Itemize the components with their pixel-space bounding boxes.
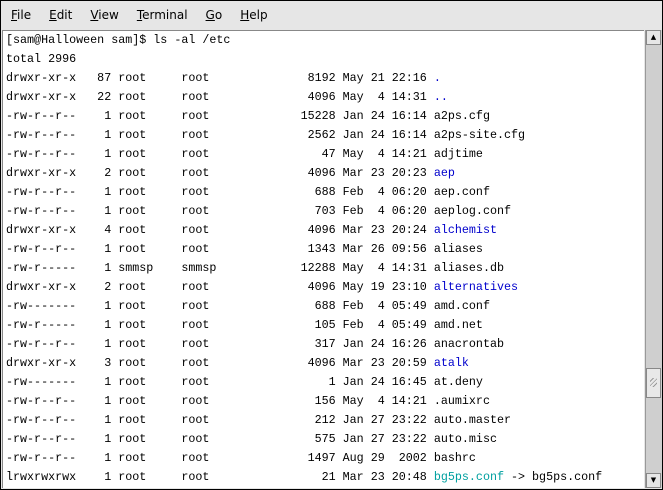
menu-mnemonic: E [49,8,57,22]
menu-mnemonic: F [11,8,18,22]
entry-details: -rw-r--r-- 1 root root 47 May 4 14:21 [6,147,434,161]
menu-view[interactable]: View [80,8,126,22]
entry-details: -rw-r--r-- 1 root root 703 Feb 4 06:20 [6,204,434,218]
entry-details: -rw-r--r-- 1 root root 317 Jan 24 16:26 [6,337,434,351]
file-entry-row: drwxr-xr-x 2 root root 4096 May 19 23:10… [6,278,644,297]
entry-details: -rw-r--r-- 1 root root 2562 Jan 24 16:14 [6,128,434,142]
entry-name: .. [433,90,448,104]
entry-details: -rw-r----- 1 smmsp smmsp 12288 May 4 14:… [6,261,434,275]
entry-details: -rw------- 1 root root 688 Feb 4 05:49 [6,299,434,313]
menu-label: elp [249,8,268,22]
entry-name: atalk [433,356,469,370]
entry-name: a2ps-site.cfg [433,128,526,142]
entry-name: auto.master [433,413,511,427]
entry-name: amd.net [433,318,483,332]
entry-name: aeplog.conf [433,204,511,218]
scroll-up-arrow-icon[interactable]: ▲ [646,30,661,45]
menu-mnemonic: H [240,8,250,22]
file-entry-row: -rw-r--r-- 1 root root 688 Feb 4 06:20 a… [6,183,644,202]
total-line: total 2996 [6,52,77,66]
entry-name: bg5ps.conf [433,470,504,484]
entry-details: drwxr-xr-x 3 root root 4096 Mar 23 20:59 [6,356,434,370]
entry-name: bashrc [433,451,476,465]
file-entry-row: drwxr-xr-x 22 root root 4096 May 4 14:31… [6,88,644,107]
menu-label: o [214,8,223,22]
file-entry-row: -rw-r--r-- 1 root root 1343 Mar 26 09:56… [6,240,644,259]
file-entry-row: -rw-r--r-- 1 root root 575 Jan 27 23:22 … [6,430,644,449]
entry-details: -rw-r--r-- 1 root root 212 Jan 27 23:22 [6,413,434,427]
menu-mnemonic: V [90,8,99,22]
menu-terminal[interactable]: Terminal [127,8,196,22]
entry-name: aep.conf [433,185,490,199]
prompt-line: [sam@Halloween sam]$ ls -al /etc [6,33,231,47]
menu-label: ile [17,8,32,22]
entry-name: amd.conf [433,299,490,313]
file-entry-row: -rw-r--r-- 1 root root 15228 Jan 24 16:1… [6,107,644,126]
entry-details: drwxr-xr-x 2 root root 4096 May 19 23:10 [6,280,434,294]
menu-help[interactable]: Help [230,8,275,22]
file-entry-row: -rw------- 1 root root 1 Jan 24 16:45 at… [6,373,644,392]
entry-details: -rw-r--r-- 1 root root 1343 Mar 26 09:56 [6,242,434,256]
file-entry-row: -rw------- 1 root root 688 Feb 4 05:49 a… [6,297,644,316]
scrollbar-thumb[interactable] [646,368,661,398]
entry-name: aliases.db [433,261,504,275]
file-entry-row: drwxr-xr-x 4 root root 4096 Mar 23 20:24… [6,221,644,240]
entry-name: . [433,71,441,85]
entry-details: -rw-r--r-- 1 root root 575 Jan 27 23:22 [6,432,434,446]
menu-file[interactable]: File [1,8,39,22]
entry-details: -rw------- 1 root root 1 Jan 24 16:45 [6,375,434,389]
entry-details: drwxr-xr-x 22 root root 4096 May 4 14:31 [6,90,434,104]
menu-label: iew [98,8,119,22]
entry-details: drwxr-xr-x 87 root root 8192 May 21 22:1… [6,71,434,85]
entry-details: -rw-r--r-- 1 root root 15228 Jan 24 16:1… [6,109,434,123]
entry-details: -rw-r----- 1 root root 105 Feb 4 05:49 [6,318,434,332]
entry-name: aliases [433,242,483,256]
file-entry-row: -rw-r----- 1 smmsp smmsp 12288 May 4 14:… [6,259,644,278]
menu-bar: File Edit View Terminal Go Help [1,1,662,29]
entry-name: alternatives [433,280,519,294]
menu-label: dit [56,8,73,22]
entry-name: at.deny [433,375,483,389]
entry-details: -rw-r--r-- 1 root root 156 May 4 14:21 [6,394,434,408]
file-entry-row: -rw-r----- 1 root root 105 Feb 4 05:49 a… [6,316,644,335]
entry-name: aep [433,166,455,180]
entry-name: .aumixrc [433,394,490,408]
menu-edit[interactable]: Edit [39,8,80,22]
file-entry-row: drwxr-xr-x 3 root root 4096 Mar 23 20:59… [6,354,644,373]
file-entry-row: -rw-r--r-- 1 root root 317 Jan 24 16:26 … [6,335,644,354]
entry-details: -rw-r--r-- 1 root root 1497 Aug 29 2002 [6,451,434,465]
entry-name: adjtime [433,147,483,161]
symlink-arrow: -> [503,470,533,484]
symlink-target: bg5ps.conf [532,470,603,484]
file-entry-row: -rw-r--r-- 1 root root 2562 Jan 24 16:14… [6,126,644,145]
menu-go[interactable]: Go [196,8,231,22]
file-entry-row: lrwxrwxrwx 1 root root 21 Mar 23 20:48 b… [6,468,644,487]
entry-name: alchemist [433,223,497,237]
file-entry-row: -rw-r--r-- 1 root root 1497 Aug 29 2002 … [6,449,644,468]
menu-label: erminal [142,8,188,22]
file-entry-row: -rw-r--r-- 1 root root 212 Jan 27 23:22 … [6,411,644,430]
file-entry-row: -rw-r--r-- 1 root root 703 Feb 4 06:20 a… [6,202,644,221]
entry-details: drwxr-xr-x 4 root root 4096 Mar 23 20:24 [6,223,434,237]
entry-details: -rw-r--r-- 1 root root 688 Feb 4 06:20 [6,185,434,199]
menu-mnemonic: G [205,8,215,22]
entry-details: lrwxrwxrwx 1 root root 21 Mar 23 20:48 [6,470,434,484]
entry-name: a2ps.cfg [433,109,490,123]
entry-name: anacrontab [433,337,504,351]
file-entry-row: drwxr-xr-x 87 root root 8192 May 21 22:1… [6,69,644,88]
menu-mnemonic: T [136,8,143,22]
entry-name: auto.misc [433,432,497,446]
file-entry-row: -rw-r--r-- 1 root root 47 May 4 14:21 ad… [6,145,644,164]
vertical-scrollbar[interactable]: ▲ ▼ [645,30,662,488]
entry-details: drwxr-xr-x 2 root root 4096 Mar 23 20:23 [6,166,434,180]
terminal-output[interactable]: [sam@Halloween sam]$ ls -al /etc total 29… [2,30,644,488]
scroll-down-arrow-icon[interactable]: ▼ [646,473,661,488]
file-entry-row: -rw-r--r-- 1 root root 156 May 4 14:21 .… [6,392,644,411]
file-entry-row: drwxr-xr-x 2 root root 4096 Mar 23 20:23… [6,164,644,183]
